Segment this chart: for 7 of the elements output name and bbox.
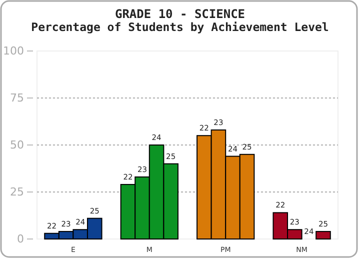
- y-tick-label: 50: [10, 138, 24, 152]
- y-tick-label: 25: [10, 186, 24, 199]
- chart-subtitle: Percentage of Students by Achievement Level: [31, 20, 329, 34]
- y-tick-label: 100: [3, 44, 24, 58]
- y-tick-label: 0: [17, 232, 24, 246]
- chart-title: GRADE 10 - SCIENCE: [114, 7, 246, 21]
- y-tick-label: 75: [10, 92, 24, 105]
